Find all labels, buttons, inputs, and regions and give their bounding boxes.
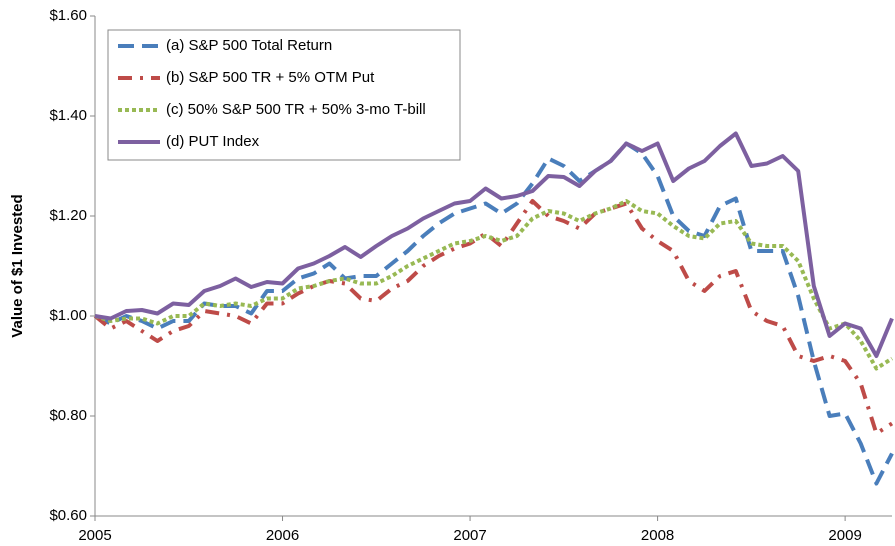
legend-label: (d) PUT Index — [166, 133, 260, 150]
x-tick-label: 2007 — [453, 527, 486, 544]
series-line — [93, 199, 894, 436]
y-axis-label: Value of $1 Invested — [9, 194, 26, 337]
y-tick-label: $1.00 — [49, 307, 87, 324]
x-tick-label: 2009 — [828, 527, 861, 544]
series-line — [94, 131, 894, 358]
x-tick-label: 2008 — [641, 527, 674, 544]
y-tick-label: $0.60 — [49, 507, 87, 524]
legend: (a) S&P 500 Total Return (b) S&P 500 TR +… — [107, 29, 461, 161]
legend-box — [107, 29, 461, 161]
legend-label: (b) S&P 500 TR + 5% OTM Put — [166, 69, 375, 86]
y-tick-label: $1.20 — [49, 207, 87, 224]
x-tick-label: 2006 — [266, 527, 299, 544]
y-tick-label: $1.60 — [49, 7, 87, 24]
legend-label: (c) 50% S&P 500 TR + 50% 3-mo T-bill — [166, 101, 426, 118]
series-line — [94, 199, 894, 371]
legend-label: (a) S&P 500 Total Return — [166, 37, 332, 54]
y-tick-label: $1.40 — [49, 107, 87, 124]
x-tick-label: 2005 — [78, 527, 111, 544]
y-tick-label: $0.80 — [49, 407, 87, 424]
